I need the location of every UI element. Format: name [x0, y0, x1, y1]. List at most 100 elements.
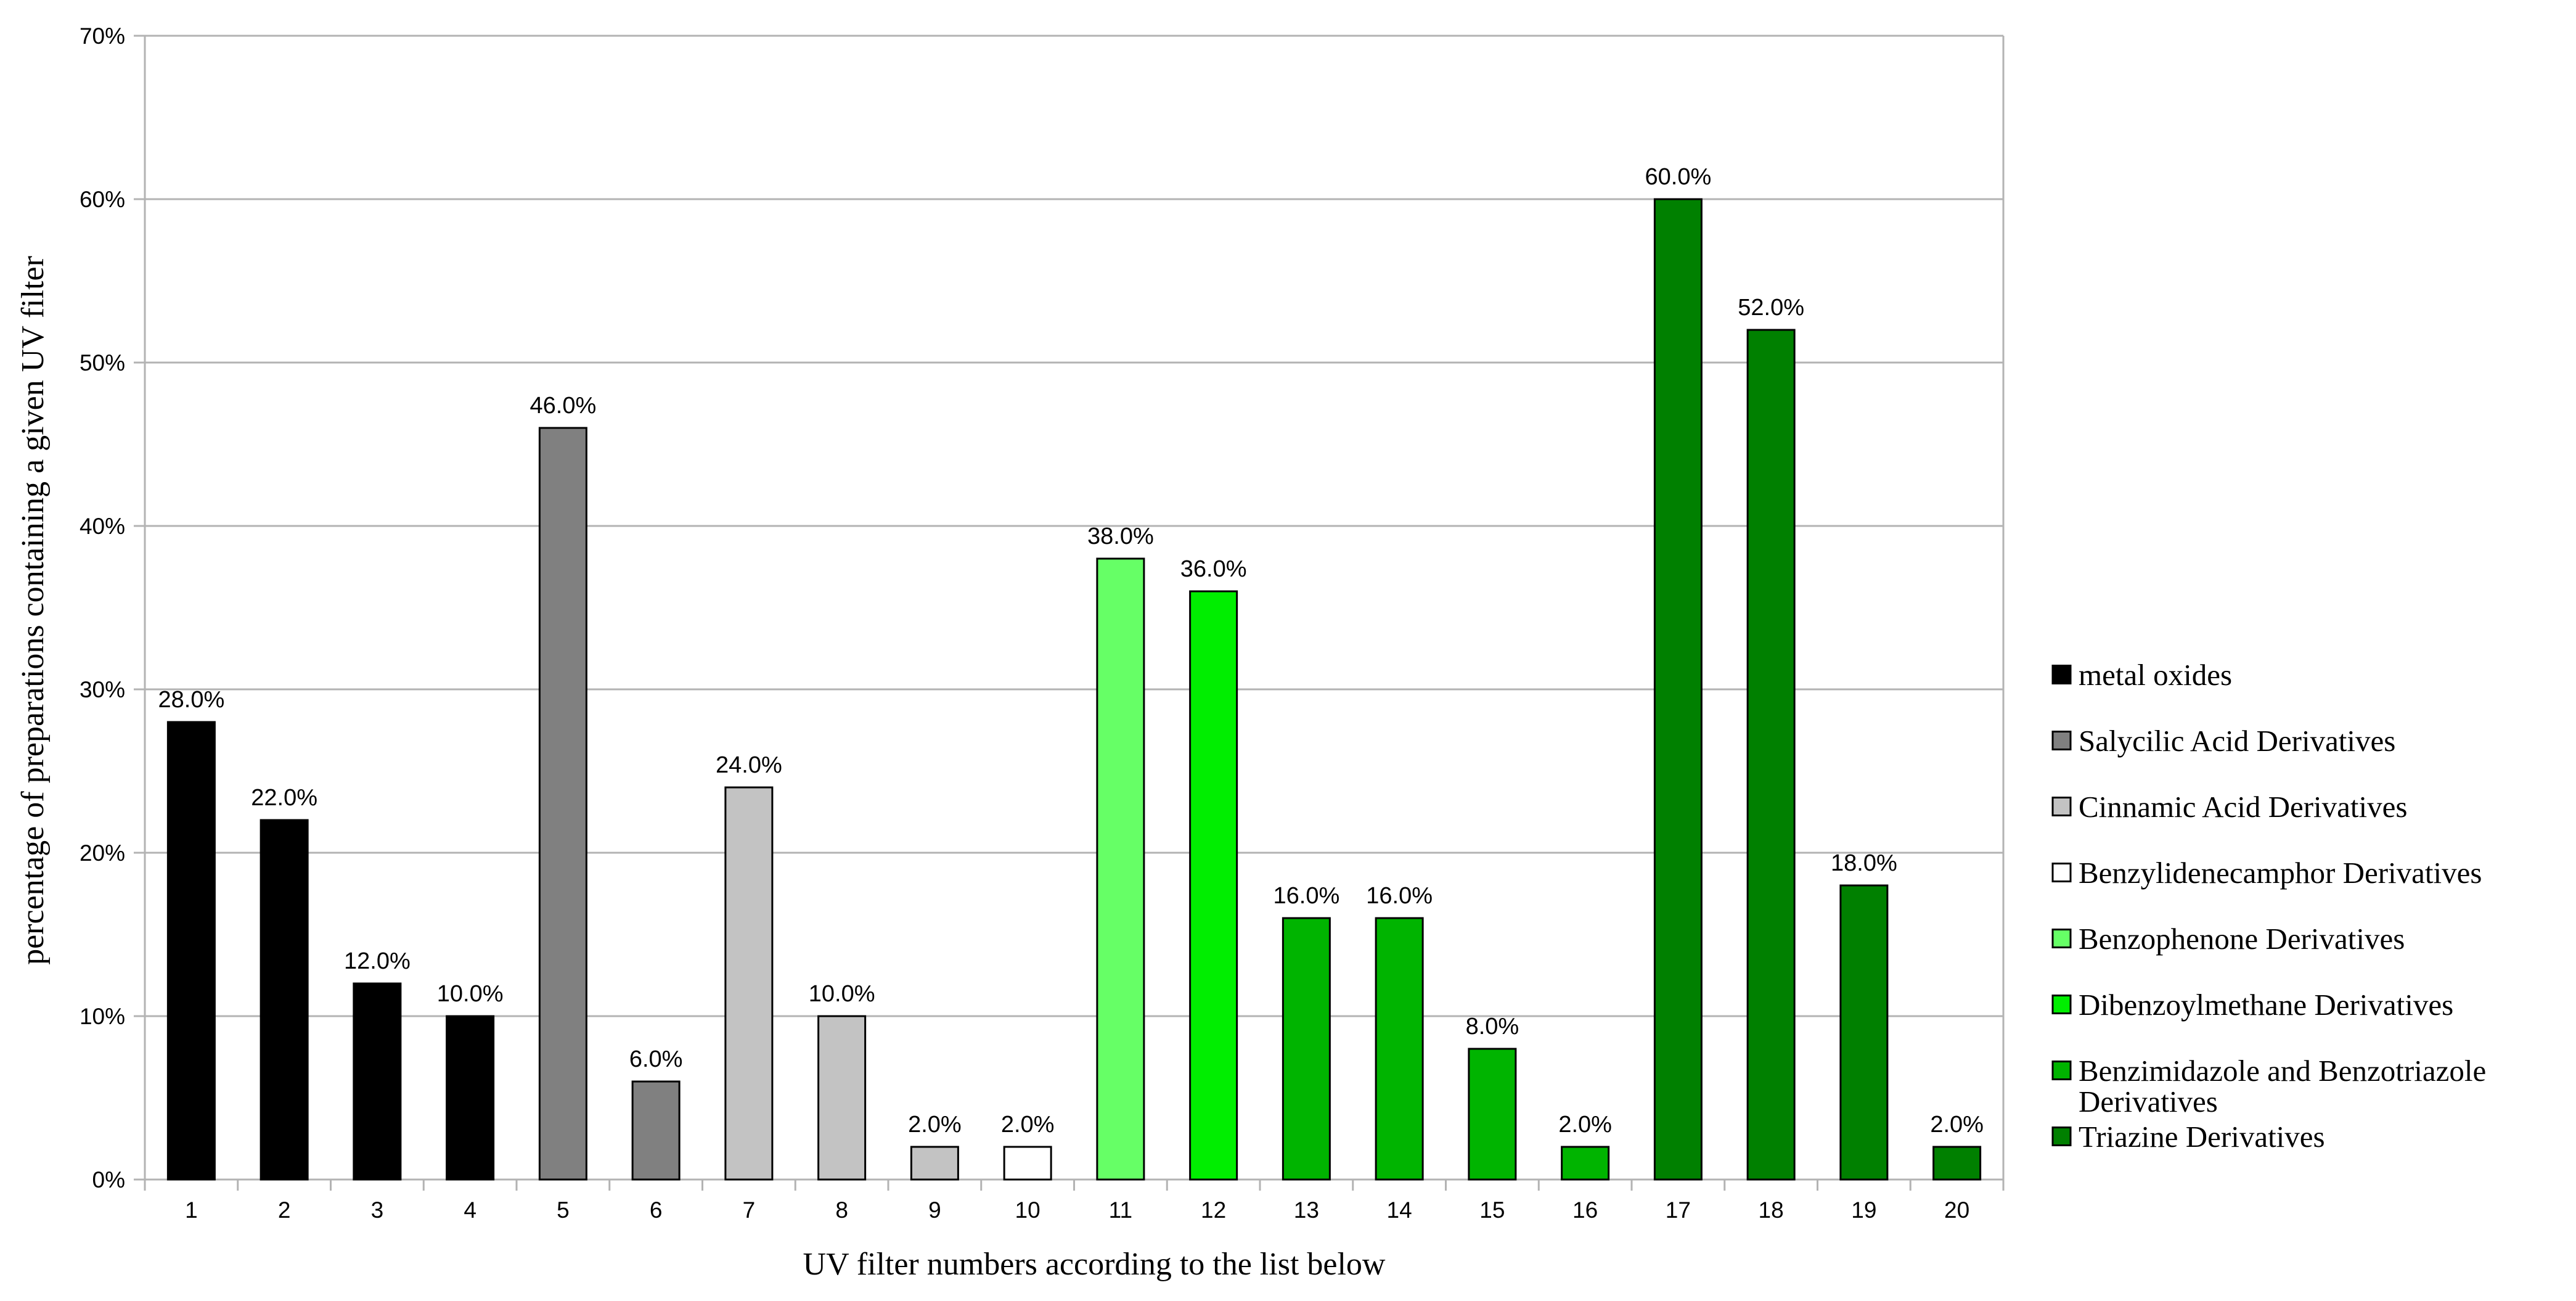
- bar-15: [1468, 1048, 1517, 1181]
- y-axis-title: percentage of preparations containing a …: [15, 256, 51, 965]
- bar-9: [910, 1146, 959, 1181]
- bar-18: [1746, 329, 1796, 1181]
- legend-item: metal oxides: [2051, 658, 2232, 692]
- y-tick-label: 0%: [92, 1167, 125, 1192]
- data-label-8: 10.0%: [809, 981, 875, 1007]
- gridlines: [145, 35, 2003, 1017]
- data-labels: 28.0% 22.0% 12.0% 10.0% 46.0% 6.0% 24.0% 10.0% 2…: [158, 164, 1984, 1138]
- legend-label: Benzylidenecamphor Derivatives: [2079, 856, 2482, 890]
- x-tick-label: 12: [1201, 1197, 1226, 1223]
- legend-swatch: [2051, 665, 2072, 684]
- legend: metal oxides Salycilic Acid Derivatives Ci…: [2051, 658, 2486, 1154]
- legend-swatch: [2051, 929, 2072, 948]
- x-tick-label: 6: [650, 1197, 663, 1223]
- legend-label: metal oxides: [2079, 658, 2232, 692]
- legend-item: Benzophenone Derivatives: [2051, 922, 2405, 956]
- legend-swatch: [2051, 863, 2072, 882]
- legend-label: Triazine Derivatives: [2079, 1120, 2325, 1154]
- y-tick-label: 70%: [80, 23, 125, 49]
- bar-19: [1839, 884, 1889, 1181]
- x-tick-label: 10: [1015, 1197, 1041, 1223]
- legend-swatch: [2051, 995, 2072, 1014]
- data-label-3: 12.0%: [344, 948, 411, 974]
- x-tick-label: 16: [1572, 1197, 1598, 1223]
- legend-label: Cinnamic Acid Derivatives: [2079, 790, 2407, 824]
- bar-2: [260, 819, 309, 1181]
- legend-label: Benzimidazole and Benzotriazole Derivativ…: [2079, 1054, 2486, 1118]
- x-tick-label: 5: [557, 1197, 570, 1223]
- data-label-20: 2.0%: [1930, 1112, 1984, 1138]
- y-tick-label: 20%: [80, 840, 125, 866]
- bar-12: [1189, 590, 1238, 1181]
- y-tick-label: 60%: [80, 187, 125, 212]
- data-label-12: 36.0%: [1180, 556, 1247, 582]
- bar-7: [724, 786, 774, 1181]
- x-tick-label: 2: [278, 1197, 291, 1223]
- x-tick-label: 1: [185, 1197, 198, 1223]
- data-label-18: 52.0%: [1738, 295, 1804, 321]
- legend-item: Benzimidazole and Benzotriazole Derivativ…: [2051, 1054, 2486, 1118]
- bar-1: [166, 721, 216, 1181]
- x-tick-label: 15: [1479, 1197, 1505, 1223]
- y-tick-label: 10%: [80, 1004, 125, 1029]
- data-label-19: 18.0%: [1831, 850, 1897, 876]
- legend-item: Triazine Derivatives: [2051, 1120, 2325, 1154]
- bar-5: [538, 427, 587, 1181]
- y-tick-label: 30%: [80, 677, 125, 702]
- legend-item: Cinnamic Acid Derivatives: [2051, 790, 2407, 824]
- plot-frame: [144, 36, 2005, 1181]
- legend-label: Benzophenone Derivatives: [2079, 922, 2405, 956]
- legend-swatch: [2051, 1127, 2072, 1146]
- bar-8: [817, 1015, 867, 1181]
- x-tick-label: 19: [1851, 1197, 1876, 1223]
- legend-item: Dibenzoylmethane Derivatives: [2051, 988, 2453, 1022]
- x-tick-label: 20: [1944, 1197, 1969, 1223]
- x-tick-label: 4: [464, 1197, 476, 1223]
- legend-item: Salycilic Acid Derivatives: [2051, 724, 2395, 758]
- legend-label: Salycilic Acid Derivatives: [2079, 724, 2395, 758]
- y-tick-label: 50%: [80, 350, 125, 376]
- legend-swatch: [2051, 797, 2072, 816]
- bars: [166, 198, 1982, 1181]
- y-axis-ticks: 0% 10% 20% 30% 40% 50% 60% 70%: [80, 23, 145, 1192]
- x-tick-label: 13: [1294, 1197, 1319, 1223]
- data-label-14: 16.0%: [1366, 883, 1433, 909]
- x-tick-label: 11: [1109, 1197, 1132, 1223]
- x-tick-label: 8: [835, 1197, 848, 1223]
- bar-17: [1653, 198, 1703, 1181]
- data-label-17: 60.0%: [1645, 164, 1712, 190]
- data-label-7: 24.0%: [716, 752, 782, 778]
- data-label-9: 2.0%: [908, 1112, 962, 1138]
- bar-3: [353, 982, 402, 1181]
- legend-swatch: [2051, 1061, 2072, 1080]
- data-label-2: 22.0%: [251, 785, 317, 811]
- bar-6: [631, 1080, 681, 1181]
- data-label-13: 16.0%: [1274, 883, 1340, 909]
- bar-10: [1003, 1146, 1052, 1181]
- legend-swatch: [2051, 731, 2072, 750]
- data-label-16: 2.0%: [1558, 1112, 1612, 1138]
- x-tick-label: 7: [743, 1197, 756, 1223]
- legend-item: Benzylidenecamphor Derivatives: [2051, 856, 2482, 890]
- x-tick-label: 18: [1759, 1197, 1784, 1223]
- bar-13: [1282, 917, 1331, 1181]
- bar-11: [1096, 557, 1145, 1181]
- data-label-11: 38.0%: [1087, 523, 1154, 549]
- bar-20: [1932, 1146, 1982, 1181]
- x-axis-ticks: 1 2 3 4 5 6 7 8 9 10 11 12 13 14 15 16 17 18 19 20: [144, 1180, 2005, 1223]
- data-label-1: 28.0%: [158, 687, 225, 713]
- bar-14: [1375, 917, 1424, 1181]
- bar-16: [1561, 1146, 1610, 1181]
- x-tick-label: 14: [1387, 1197, 1412, 1223]
- x-tick-label: 9: [928, 1197, 941, 1223]
- data-label-6: 6.0%: [629, 1046, 683, 1072]
- y-tick-label: 40%: [80, 514, 125, 539]
- data-label-15: 8.0%: [1466, 1014, 1519, 1040]
- x-tick-label: 17: [1666, 1197, 1691, 1223]
- data-label-4: 10.0%: [437, 981, 504, 1007]
- x-tick-label: 3: [371, 1197, 384, 1223]
- data-label-5: 46.0%: [530, 393, 597, 419]
- bar-4: [446, 1015, 495, 1181]
- x-axis-title: UV filter numbers according to the list …: [803, 1247, 1386, 1282]
